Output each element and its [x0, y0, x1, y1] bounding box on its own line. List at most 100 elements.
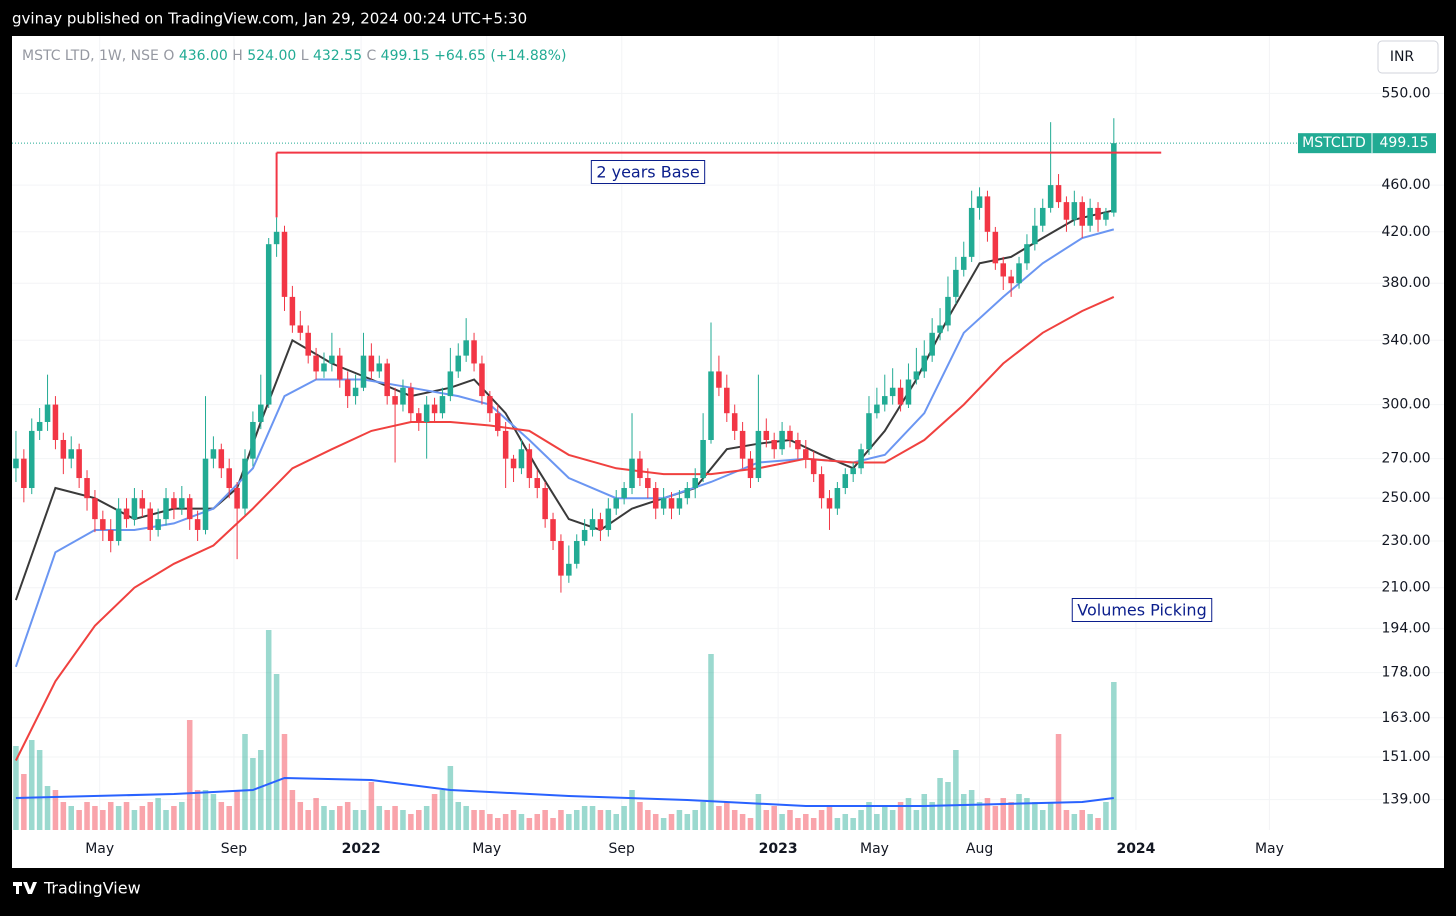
volume-bar	[700, 802, 706, 830]
candle-body	[60, 439, 67, 459]
candle-body	[471, 340, 477, 364]
volume-bar	[368, 782, 375, 830]
volume-bar	[921, 794, 928, 830]
volume-bar	[321, 806, 327, 830]
volume-bar	[250, 758, 256, 830]
volume-bar	[392, 806, 398, 830]
y-tick-label: 420.00	[1382, 224, 1431, 240]
volume-bar	[842, 814, 849, 830]
candle-body	[337, 355, 343, 380]
volume-bar	[202, 790, 209, 830]
volume-bar	[731, 810, 738, 830]
legend: MSTC LTD, 1W, NSE O 436.00 H 524.00 L 43…	[22, 48, 566, 64]
candle-body	[605, 508, 612, 530]
candle-body	[550, 519, 556, 541]
x-tick-label: 2022	[342, 841, 381, 857]
candle-body	[779, 430, 785, 450]
volume-bar	[787, 810, 793, 830]
candle-body	[652, 488, 659, 509]
candle-body	[1087, 207, 1093, 226]
currency: INR	[1390, 49, 1415, 65]
candle-body	[953, 269, 959, 297]
volume-bar	[818, 810, 825, 830]
volume-bar	[573, 810, 580, 830]
candle-body	[1032, 225, 1038, 245]
volume-bar	[526, 818, 533, 830]
volume-bar	[487, 814, 493, 830]
volume-bar	[550, 818, 556, 830]
volume-bar	[384, 810, 390, 830]
candle-body	[1047, 185, 1054, 208]
volume-bar	[976, 802, 983, 830]
volume-bar	[439, 790, 446, 830]
volume-bar	[621, 806, 627, 830]
volume-bar	[1024, 798, 1030, 830]
candle-body	[755, 430, 762, 479]
volume-bar	[210, 794, 217, 830]
volume-bar	[803, 814, 809, 830]
volume-bar	[810, 818, 817, 830]
candle-body	[179, 498, 185, 509]
volume-bar	[21, 774, 27, 830]
candle-body	[929, 332, 935, 356]
candle-body	[313, 355, 319, 372]
candle-body	[107, 529, 114, 541]
volume-bar	[494, 818, 501, 830]
ohlc-value: 432.55	[313, 48, 362, 64]
volume-bar	[273, 674, 280, 830]
candle-body	[724, 387, 730, 414]
candle-body	[186, 498, 193, 520]
volume-bar	[44, 786, 51, 830]
volume-bar	[637, 802, 643, 830]
volume-bar	[668, 814, 675, 830]
candle-body	[344, 379, 351, 397]
candle-body	[566, 563, 572, 576]
candle-body	[281, 231, 288, 297]
candle-body	[210, 449, 217, 459]
candle-body	[747, 458, 754, 479]
volume-bar	[400, 810, 406, 830]
volume-bar	[652, 814, 659, 830]
volume-bar	[937, 778, 943, 830]
x-tick-label: 2024	[1116, 841, 1155, 857]
candle-body	[171, 498, 177, 509]
ohlc-value: 524.00	[247, 48, 296, 64]
volume-bar	[1063, 810, 1070, 830]
volume-bar	[510, 810, 517, 830]
volume-bar	[850, 818, 856, 830]
y-tick-label: 300.00	[1382, 397, 1431, 413]
volume-bar	[558, 810, 564, 830]
volume-bar	[1055, 734, 1062, 830]
candle-body	[155, 519, 161, 530]
candle-body	[1103, 212, 1109, 220]
logo	[13, 882, 37, 894]
volume-bar	[455, 802, 462, 830]
candle-body	[858, 449, 864, 469]
price-tag	[1298, 133, 1436, 154]
volume-bar	[739, 814, 746, 830]
volume-bar	[329, 810, 335, 830]
y-tick-label: 550.00	[1382, 85, 1431, 101]
candle-body	[139, 498, 146, 509]
candle-body	[1095, 207, 1101, 220]
x-tick-label: Sep	[609, 841, 636, 857]
volume-bar	[360, 810, 367, 830]
candle-body	[408, 387, 414, 414]
candle-body	[297, 325, 304, 333]
change: +64.65 (+14.88%)	[434, 48, 566, 64]
x-tick-label: May	[1255, 841, 1284, 857]
volume-bar	[771, 806, 777, 830]
volume-bar	[258, 750, 264, 830]
y-tick-label: 178.00	[1382, 665, 1431, 681]
candle-body	[984, 196, 991, 232]
volume-bar	[171, 806, 177, 830]
volume-bar	[913, 810, 920, 830]
x-tick-label: May	[860, 841, 889, 857]
volume-bar	[1103, 802, 1109, 830]
candle-body	[700, 439, 706, 479]
candle-body	[866, 413, 872, 450]
currency-box[interactable]	[1377, 40, 1439, 74]
candle-body	[510, 458, 517, 469]
ohlc-name: O	[163, 48, 174, 64]
candle-body	[668, 498, 675, 509]
